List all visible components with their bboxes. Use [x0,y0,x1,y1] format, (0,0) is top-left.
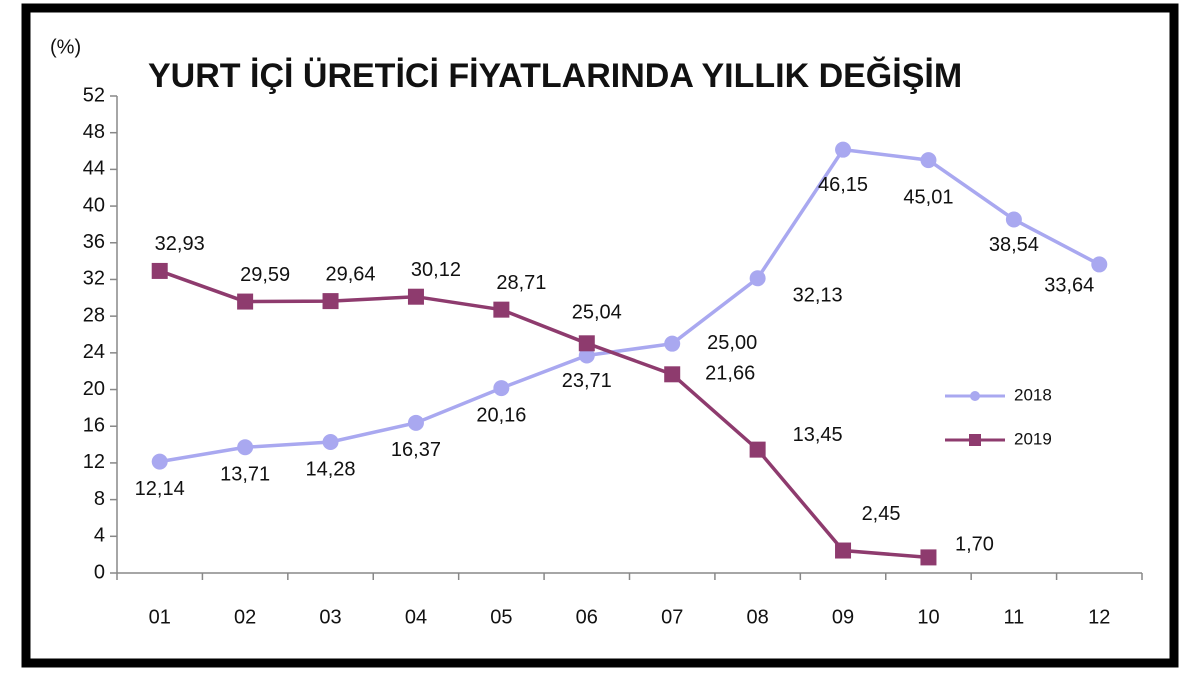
chart-title: YURT İÇİ ÜRETİCİ FİYATLARINDA YILLIK DEĞ… [148,57,962,95]
y-tick-label: 16 [83,415,105,437]
point [1005,211,1022,228]
x-tick-label: 07 [661,606,683,628]
x-tick-label: 08 [747,606,769,628]
value-label: 2,45 [862,503,901,525]
value-label: 25,04 [572,302,622,324]
y-tick-label: 52 [83,84,105,106]
y-tick-label: 36 [83,231,105,253]
y-tick-label: 48 [83,121,105,143]
series-line [159,269,929,560]
point [920,152,937,169]
point [151,453,168,470]
value-label: 45,01 [903,186,953,208]
value-label: 28,71 [496,272,546,294]
value-label: 29,59 [240,264,290,286]
point [749,270,766,287]
point [237,439,254,456]
value-label: 33,64 [1044,275,1094,297]
x-tick-label: 06 [576,606,598,628]
point [664,335,681,352]
y-tick-label: 28 [83,304,105,326]
x-tick-label: 03 [319,606,341,628]
point [578,347,595,364]
value-label: 25,00 [707,332,757,354]
value-label: 13,71 [220,464,270,486]
point [151,262,168,279]
legend-marker [970,391,980,401]
frame [21,3,1179,668]
legend-marker [969,434,981,446]
x-tick-label: 11 [1003,606,1024,628]
point [749,441,766,458]
point [835,542,852,559]
value-label: 12,14 [135,478,185,500]
value-label: 29,64 [326,263,376,285]
y-tick-label: 8 [94,488,105,510]
point [322,293,339,310]
x-tick-label: 10 [917,606,939,628]
x-tick-label: 05 [490,606,512,628]
y-tick-label: 32 [83,268,105,290]
x-tick-label: 12 [1088,606,1110,628]
value-label: 20,16 [476,404,526,426]
point [493,301,510,318]
y-tick-label: 0 [94,561,105,583]
value-label: 32,93 [155,233,205,255]
point [493,380,510,397]
x-tick-label: 04 [405,606,427,628]
point [322,434,339,451]
point [407,414,424,431]
y-tick-label: 20 [83,378,105,400]
value-label: 1,70 [955,534,994,556]
y-tick-label: 44 [83,158,105,180]
value-label: 14,28 [306,458,356,480]
value-label: 38,54 [989,234,1039,256]
point [407,288,424,305]
y-tick-label: 4 [94,525,105,547]
point [664,366,681,383]
value-label: 23,71 [562,370,612,392]
x-tick-label: 09 [832,606,854,628]
y-axis-unit: (%) [50,36,81,58]
y-tick-label: 40 [83,194,105,216]
value-label: 13,45 [793,424,843,446]
point [1091,256,1108,273]
value-label: 30,12 [411,259,461,281]
legend-label: 2018 [1014,385,1052,404]
x-tick-label: 02 [234,606,256,628]
value-label: 16,37 [391,439,441,461]
point [237,293,254,310]
value-label: 32,13 [793,285,843,307]
point [578,335,595,352]
legend-label: 2019 [1014,429,1052,448]
y-tick-label: 24 [83,341,105,363]
point [920,549,937,566]
y-tick-label: 12 [83,451,105,473]
series-line [159,147,1101,464]
value-label: 46,15 [818,174,868,196]
x-tick-label: 01 [149,606,171,628]
point [835,141,852,158]
value-label: 21,66 [705,363,755,385]
